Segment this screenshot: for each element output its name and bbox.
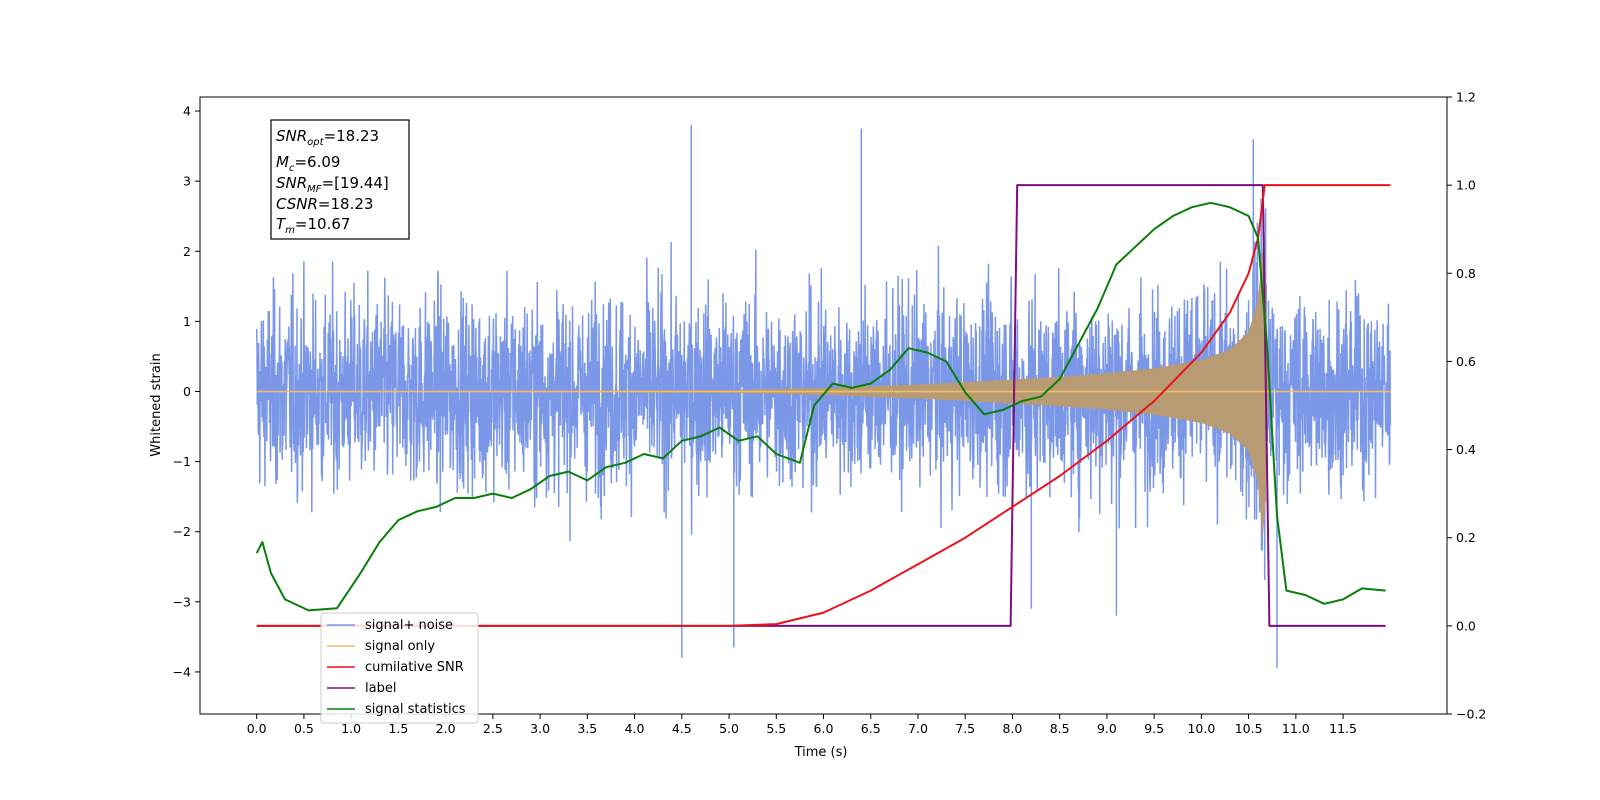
snr-mf-subscript: MF (307, 184, 322, 195)
x-axis-ticks: 0.0 0.5 1.0 1.5 2.0 2.5 3.0 3.5 4.0 4.5 5.0 5.5 6.0 6… (247, 714, 1357, 736)
cumulative-snr-line (256, 184, 1391, 627)
x-tick-label: 8.5 (1050, 721, 1070, 736)
snr-opt-symbol: SNR (276, 127, 307, 145)
y2-tick-label: 0.6 (1456, 354, 1476, 369)
mc-value: =6.09 (294, 153, 340, 171)
y2-tick-label: 1.0 (1456, 178, 1476, 193)
x-tick-label: 0.5 (294, 721, 314, 736)
y-axis-label: Whitened strain (149, 353, 164, 456)
x-tick-label: 2.0 (436, 721, 456, 736)
legend-label-cumulative-snr: cumilative SNR (365, 660, 464, 675)
x-tick-label: 4.0 (625, 721, 645, 736)
y-tick-label: 1 (183, 314, 191, 329)
tm-value: =10.67 (295, 215, 351, 233)
y-tick-label: −1 (173, 454, 191, 469)
legend-label-label: label (365, 681, 396, 696)
x-tick-label: 6.5 (861, 721, 881, 736)
csnr-value: =18.23 (318, 195, 374, 213)
x-tick-label: 4.5 (672, 721, 692, 736)
x-tick-label: 2.5 (483, 721, 503, 736)
x-tick-label: 0.0 (247, 721, 267, 736)
x-tick-label: 10.5 (1235, 721, 1263, 736)
y-tick-label: −3 (173, 594, 191, 609)
svg-text:SNRMF=[19.44]: SNRMF=[19.44] (276, 174, 389, 195)
svg-text:SNRopt=18.23: SNRopt=18.23 (276, 127, 379, 148)
x-tick-label: 10.0 (1187, 721, 1215, 736)
mc-subscript: c (289, 163, 295, 174)
y-tick-label: 4 (183, 104, 191, 119)
y-tick-label: 0 (183, 384, 191, 399)
label-line (256, 184, 1386, 627)
right-axis-series (255, 184, 1391, 627)
snr-mf-symbol: SNR (276, 174, 307, 192)
tm-symbol: T (276, 215, 287, 233)
mc-symbol: M (276, 153, 289, 171)
signal-only-series (256, 245, 1391, 538)
x-tick-label: 1.0 (341, 721, 361, 736)
legend-label-signal-only: signal only (365, 639, 435, 654)
x-tick-label: 3.0 (530, 721, 550, 736)
x-tick-label: 5.5 (766, 721, 786, 736)
snr-opt-value: =18.23 (324, 127, 380, 145)
y2-tick-label: 0.4 (1456, 442, 1476, 457)
x-tick-label: 1.5 (388, 721, 408, 736)
x-tick-label: 9.0 (1097, 721, 1117, 736)
legend: signal+ noise signal only cumilative SNR… (320, 612, 479, 724)
x-tick-label: 6.0 (814, 721, 834, 736)
plot-area (255, 125, 1392, 669)
signal-noise-series (255, 125, 1392, 669)
x-tick-label: 7.0 (908, 721, 928, 736)
y2-tick-label: 0.8 (1456, 266, 1476, 281)
x-tick-label: 5.0 (719, 721, 739, 736)
csnr-symbol: CSNR (276, 195, 318, 213)
x-tick-label: 7.5 (955, 721, 975, 736)
y-axis-left-ticks: 4 3 2 1 0 −1 −2 −3 −4 (173, 104, 200, 679)
signal-noise-line (255, 125, 1392, 669)
svg-text:Mc=6.09: Mc=6.09 (276, 153, 340, 174)
x-tick-label: 3.5 (577, 721, 597, 736)
legend-label-signal-statistics: signal statistics (365, 702, 466, 717)
snr-opt-subscript: opt (307, 137, 324, 148)
y-tick-label: −4 (173, 664, 191, 679)
x-tick-label: 11.0 (1282, 721, 1310, 736)
y2-tick-label: 1.2 (1456, 90, 1476, 105)
y2-tick-label: 0.0 (1456, 618, 1476, 633)
y-axis-right-ticks: 1.2 1.0 0.8 0.6 0.4 0.2 0.0 −0.2 (1447, 90, 1486, 722)
snr-mf-value: =[19.44] (322, 174, 389, 192)
svg-text:Tm=10.67: Tm=10.67 (276, 215, 350, 236)
x-axis-label: Time (s) (794, 745, 848, 760)
y-tick-label: −2 (173, 524, 191, 539)
annotation-box: SNRopt=18.23 Mc=6.09 SNRMF=[19.44] CSNR=… (270, 119, 410, 240)
legend-label-signal-noise: signal+ noise (365, 618, 453, 633)
x-tick-label: 9.5 (1144, 721, 1164, 736)
tm-subscript: m (285, 225, 295, 236)
y2-tick-label: −0.2 (1456, 707, 1486, 722)
y2-tick-label: 0.2 (1456, 530, 1476, 545)
x-tick-label: 8.0 (1002, 721, 1022, 736)
x-tick-label: 11.5 (1329, 721, 1357, 736)
signal-statistics-line (255, 201, 1386, 612)
svg-text:CSNR=18.23: CSNR=18.23 (276, 195, 373, 213)
y-tick-label: 3 (183, 174, 191, 189)
y-tick-label: 2 (183, 244, 191, 259)
